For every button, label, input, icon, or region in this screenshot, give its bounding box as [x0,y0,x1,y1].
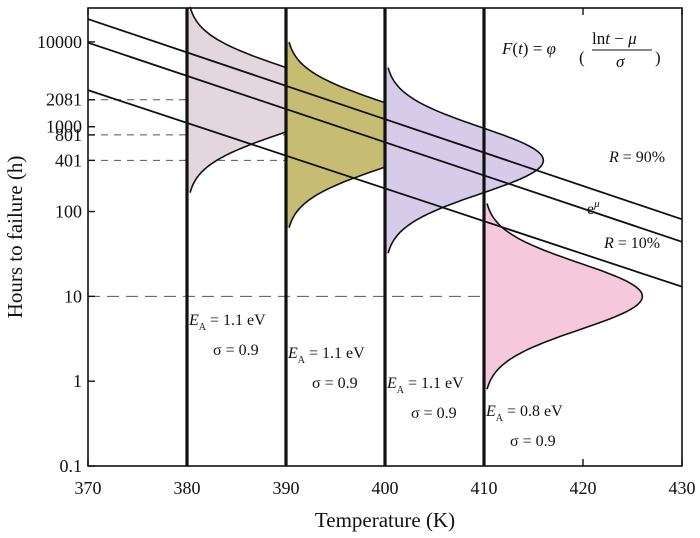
r90-label: R = 90% [608,149,665,166]
y-tick-label: 1 [73,371,82,391]
svg-text:σ: σ [616,52,625,71]
formula-paren-left: ( [579,48,585,67]
series-lines [88,18,682,288]
x-tick-label: 420 [570,478,597,498]
series-line [88,89,682,288]
series-line [88,18,682,221]
svg-text:lnt − μ: lnt − μ [592,29,637,48]
emu-label: eμ [587,198,600,218]
y-tick-label: 10 [64,286,82,306]
x-tick-label: 400 [372,478,399,498]
sigma-label: σ = 0.9 [510,433,556,450]
x-tick-label: 430 [669,478,696,498]
x-tick-label: 390 [273,478,300,498]
y-tick-label: 10000 [37,32,82,52]
ea-label: EA = 1.1 eV [287,345,365,366]
ea-label: EA = 1.1 eV [386,375,464,396]
r10-label: R = 10% [603,235,660,252]
distribution-fill [187,6,346,193]
distribution-labels: EA = 1.1 eV σ = 0.9 EA = 1.1 eV σ = 0.9 EA =… [188,312,563,450]
x-tick-label: 380 [174,478,201,498]
distribution-fill [385,67,544,254]
x-tick-label: 410 [471,478,498,498]
y-tick-label: 0.1 [60,456,83,476]
y-tick-label: 801 [55,125,82,145]
axis-ticks: 370 380 390 400 410 420 4300.11101004018011000… [37,8,696,498]
distribution-curve [486,203,644,390]
sigma-label: σ = 0.9 [411,405,457,422]
ea-label: EA = 1.1 eV [188,312,266,333]
y-tick-label: 2081 [46,90,82,110]
temperature-lines [185,8,486,466]
formula-paren-right: ) [655,48,661,67]
sigma-label: σ = 0.9 [213,342,259,359]
distribution-fill [484,203,643,390]
x-axis-title: Temperature (K) [315,508,455,532]
svg-text:F(t) = φ: F(t) = φ [501,39,556,58]
distribution-curve [387,67,545,254]
cdf-formula: F(t) = φ ( lnt − μ σ ) [501,29,661,71]
y-tick-label: 401 [55,150,82,170]
sigma-label: σ = 0.9 [312,375,358,392]
y-tick-label: 100 [55,202,82,222]
y-axis-title: Hours to failure (h) [3,156,27,319]
series-line [88,41,682,243]
ea-label: EA = 0.8 eV [485,403,563,424]
x-tick-label: 370 [75,478,102,498]
y-tick-label: 1000 [46,117,82,137]
